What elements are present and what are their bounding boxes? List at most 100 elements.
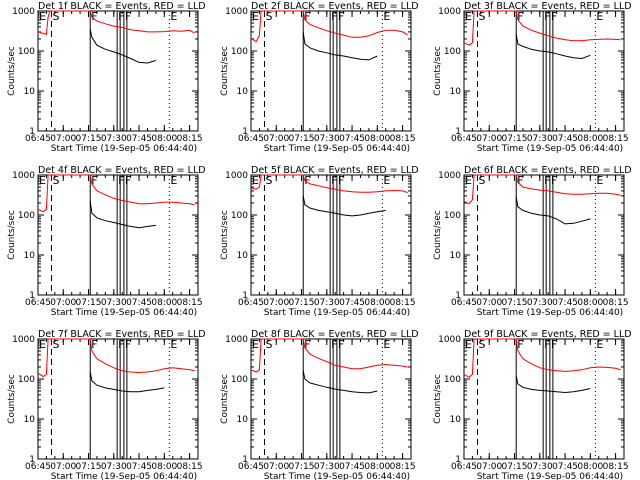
series-line-events <box>515 375 591 394</box>
y-tick-label: 1 <box>242 127 248 137</box>
y-axis-label: Counts/sec <box>7 46 17 96</box>
marker-label: F <box>125 10 131 23</box>
chart-title: Det 8f BLACK = Events, RED = LLD <box>251 329 419 340</box>
y-tick-label: 1000 <box>438 335 461 345</box>
y-tick-label: 10 <box>237 251 249 261</box>
plot-frame <box>37 338 199 460</box>
x-tick-label: 07:45 <box>552 462 578 472</box>
x-tick-label: 08:15 <box>390 134 416 144</box>
x-tick-label: 07:00 <box>263 298 289 308</box>
marker-label: E <box>383 338 390 351</box>
x-tick-label: 07:15 <box>289 134 315 144</box>
marker-label: F <box>551 174 557 187</box>
x-axis-label: Start Time (19-Sep-05 06:44:40) <box>51 308 197 318</box>
y-tick-label: 1 <box>242 291 248 301</box>
marker-label: E <box>170 338 177 351</box>
x-tick-label: 06:45 <box>451 134 477 144</box>
x-tick-label: 07:45 <box>339 134 365 144</box>
x-tick-label: 07:45 <box>126 298 152 308</box>
x-axis-label: Start Time (19-Sep-05 06:44:40) <box>477 308 623 318</box>
chart-title: Det 7f BLACK = Events, RED = LLD <box>38 329 206 340</box>
plot-frame <box>250 174 412 296</box>
y-tick-label: 1000 <box>12 335 35 345</box>
plot-frame <box>463 338 625 460</box>
x-tick-label: 08:15 <box>177 298 203 308</box>
x-tick-label: 08:15 <box>177 134 203 144</box>
marker-label: F <box>304 10 310 23</box>
chart-title: Det 2f BLACK = Events, RED = LLD <box>251 1 419 12</box>
x-tick-label: 08:00 <box>364 134 390 144</box>
x-tick-label: 07:00 <box>476 298 502 308</box>
y-tick-label: 10 <box>450 251 462 261</box>
x-tick-label: 07:30 <box>527 134 553 144</box>
y-tick-label: 1 <box>455 455 461 465</box>
marker-label: F <box>125 338 131 351</box>
x-tick-label: 08:15 <box>603 298 629 308</box>
marker-label: F <box>551 10 557 23</box>
series-line-events <box>89 371 165 393</box>
marker-label: E <box>170 174 177 187</box>
y-tick-label: 1 <box>29 291 35 301</box>
y-tick-label: 10 <box>24 87 36 97</box>
x-tick-label: 07:30 <box>527 462 553 472</box>
y-axis-label: Counts/sec <box>433 46 443 96</box>
marker-label: F <box>118 174 124 187</box>
chart-panel-7: Det 7f BLACK = Events, RED = LLD 1 10 100 10… <box>7 329 206 480</box>
x-tick-label: 08:00 <box>364 462 390 472</box>
series-line-events <box>515 34 591 60</box>
marker-label: F <box>517 10 523 23</box>
x-tick-label: 06:45 <box>25 134 51 144</box>
x-tick-label: 07:30 <box>314 134 340 144</box>
x-tick-label: 07:30 <box>101 298 127 308</box>
x-tick-label: 06:45 <box>451 298 477 308</box>
x-tick-label: 07:30 <box>101 462 127 472</box>
marker-label: F <box>338 10 344 23</box>
x-tick-label: 07:00 <box>50 134 76 144</box>
y-tick-label: 1000 <box>225 335 248 345</box>
series-line-lld <box>463 10 621 46</box>
marker-label: E <box>465 10 472 23</box>
marker-label: E <box>252 10 259 23</box>
x-tick-label: 06:45 <box>25 462 51 472</box>
y-axis-label: Counts/sec <box>7 374 17 424</box>
marker-label: E <box>39 174 46 187</box>
marker-label: E <box>596 10 603 23</box>
marker-label: F <box>91 174 97 187</box>
marker-label: S <box>52 174 59 187</box>
marker-label: F <box>517 174 523 187</box>
y-tick-label: 100 <box>444 375 461 385</box>
x-tick-label: 08:00 <box>151 462 177 472</box>
x-tick-label: 08:00 <box>151 134 177 144</box>
x-tick-label: 08:00 <box>577 462 603 472</box>
series-line-lld <box>37 174 195 213</box>
series-line-lld <box>37 338 195 378</box>
x-tick-label: 07:00 <box>476 462 502 472</box>
x-tick-label: 08:00 <box>364 298 390 308</box>
y-tick-label: 1 <box>455 291 461 301</box>
x-tick-label: 06:45 <box>451 462 477 472</box>
y-tick-label: 100 <box>231 375 248 385</box>
x-tick-label: 08:00 <box>151 298 177 308</box>
y-tick-label: 10 <box>24 415 36 425</box>
marker-label: S <box>478 338 485 351</box>
x-axis-label: Start Time (19-Sep-05 06:44:40) <box>51 144 197 154</box>
x-tick-label: 07:00 <box>476 134 502 144</box>
y-tick-label: 1000 <box>225 171 248 181</box>
chart-title: Det 4f BLACK = Events, RED = LLD <box>38 165 206 176</box>
y-tick-label: 1 <box>242 455 248 465</box>
marker-label: F <box>118 338 124 351</box>
x-tick-label: 07:15 <box>502 462 528 472</box>
y-tick-label: 1000 <box>12 171 35 181</box>
marker-label: E <box>39 10 46 23</box>
plot-frame <box>250 338 412 460</box>
y-tick-label: 10 <box>450 415 462 425</box>
chart-panel-6: Det 6f BLACK = Events, RED = LLD 1 10 100 10… <box>433 165 632 318</box>
chart-title: Det 3f BLACK = Events, RED = LLD <box>464 1 632 12</box>
y-tick-label: 100 <box>444 47 461 57</box>
y-tick-label: 100 <box>18 47 35 57</box>
x-axis-label: Start Time (19-Sep-05 06:44:40) <box>477 472 623 480</box>
x-tick-label: 07:15 <box>289 462 315 472</box>
marker-label: F <box>118 10 124 23</box>
x-tick-label: 08:00 <box>577 298 603 308</box>
chart-title: Det 5f BLACK = Events, RED = LLD <box>251 165 419 176</box>
